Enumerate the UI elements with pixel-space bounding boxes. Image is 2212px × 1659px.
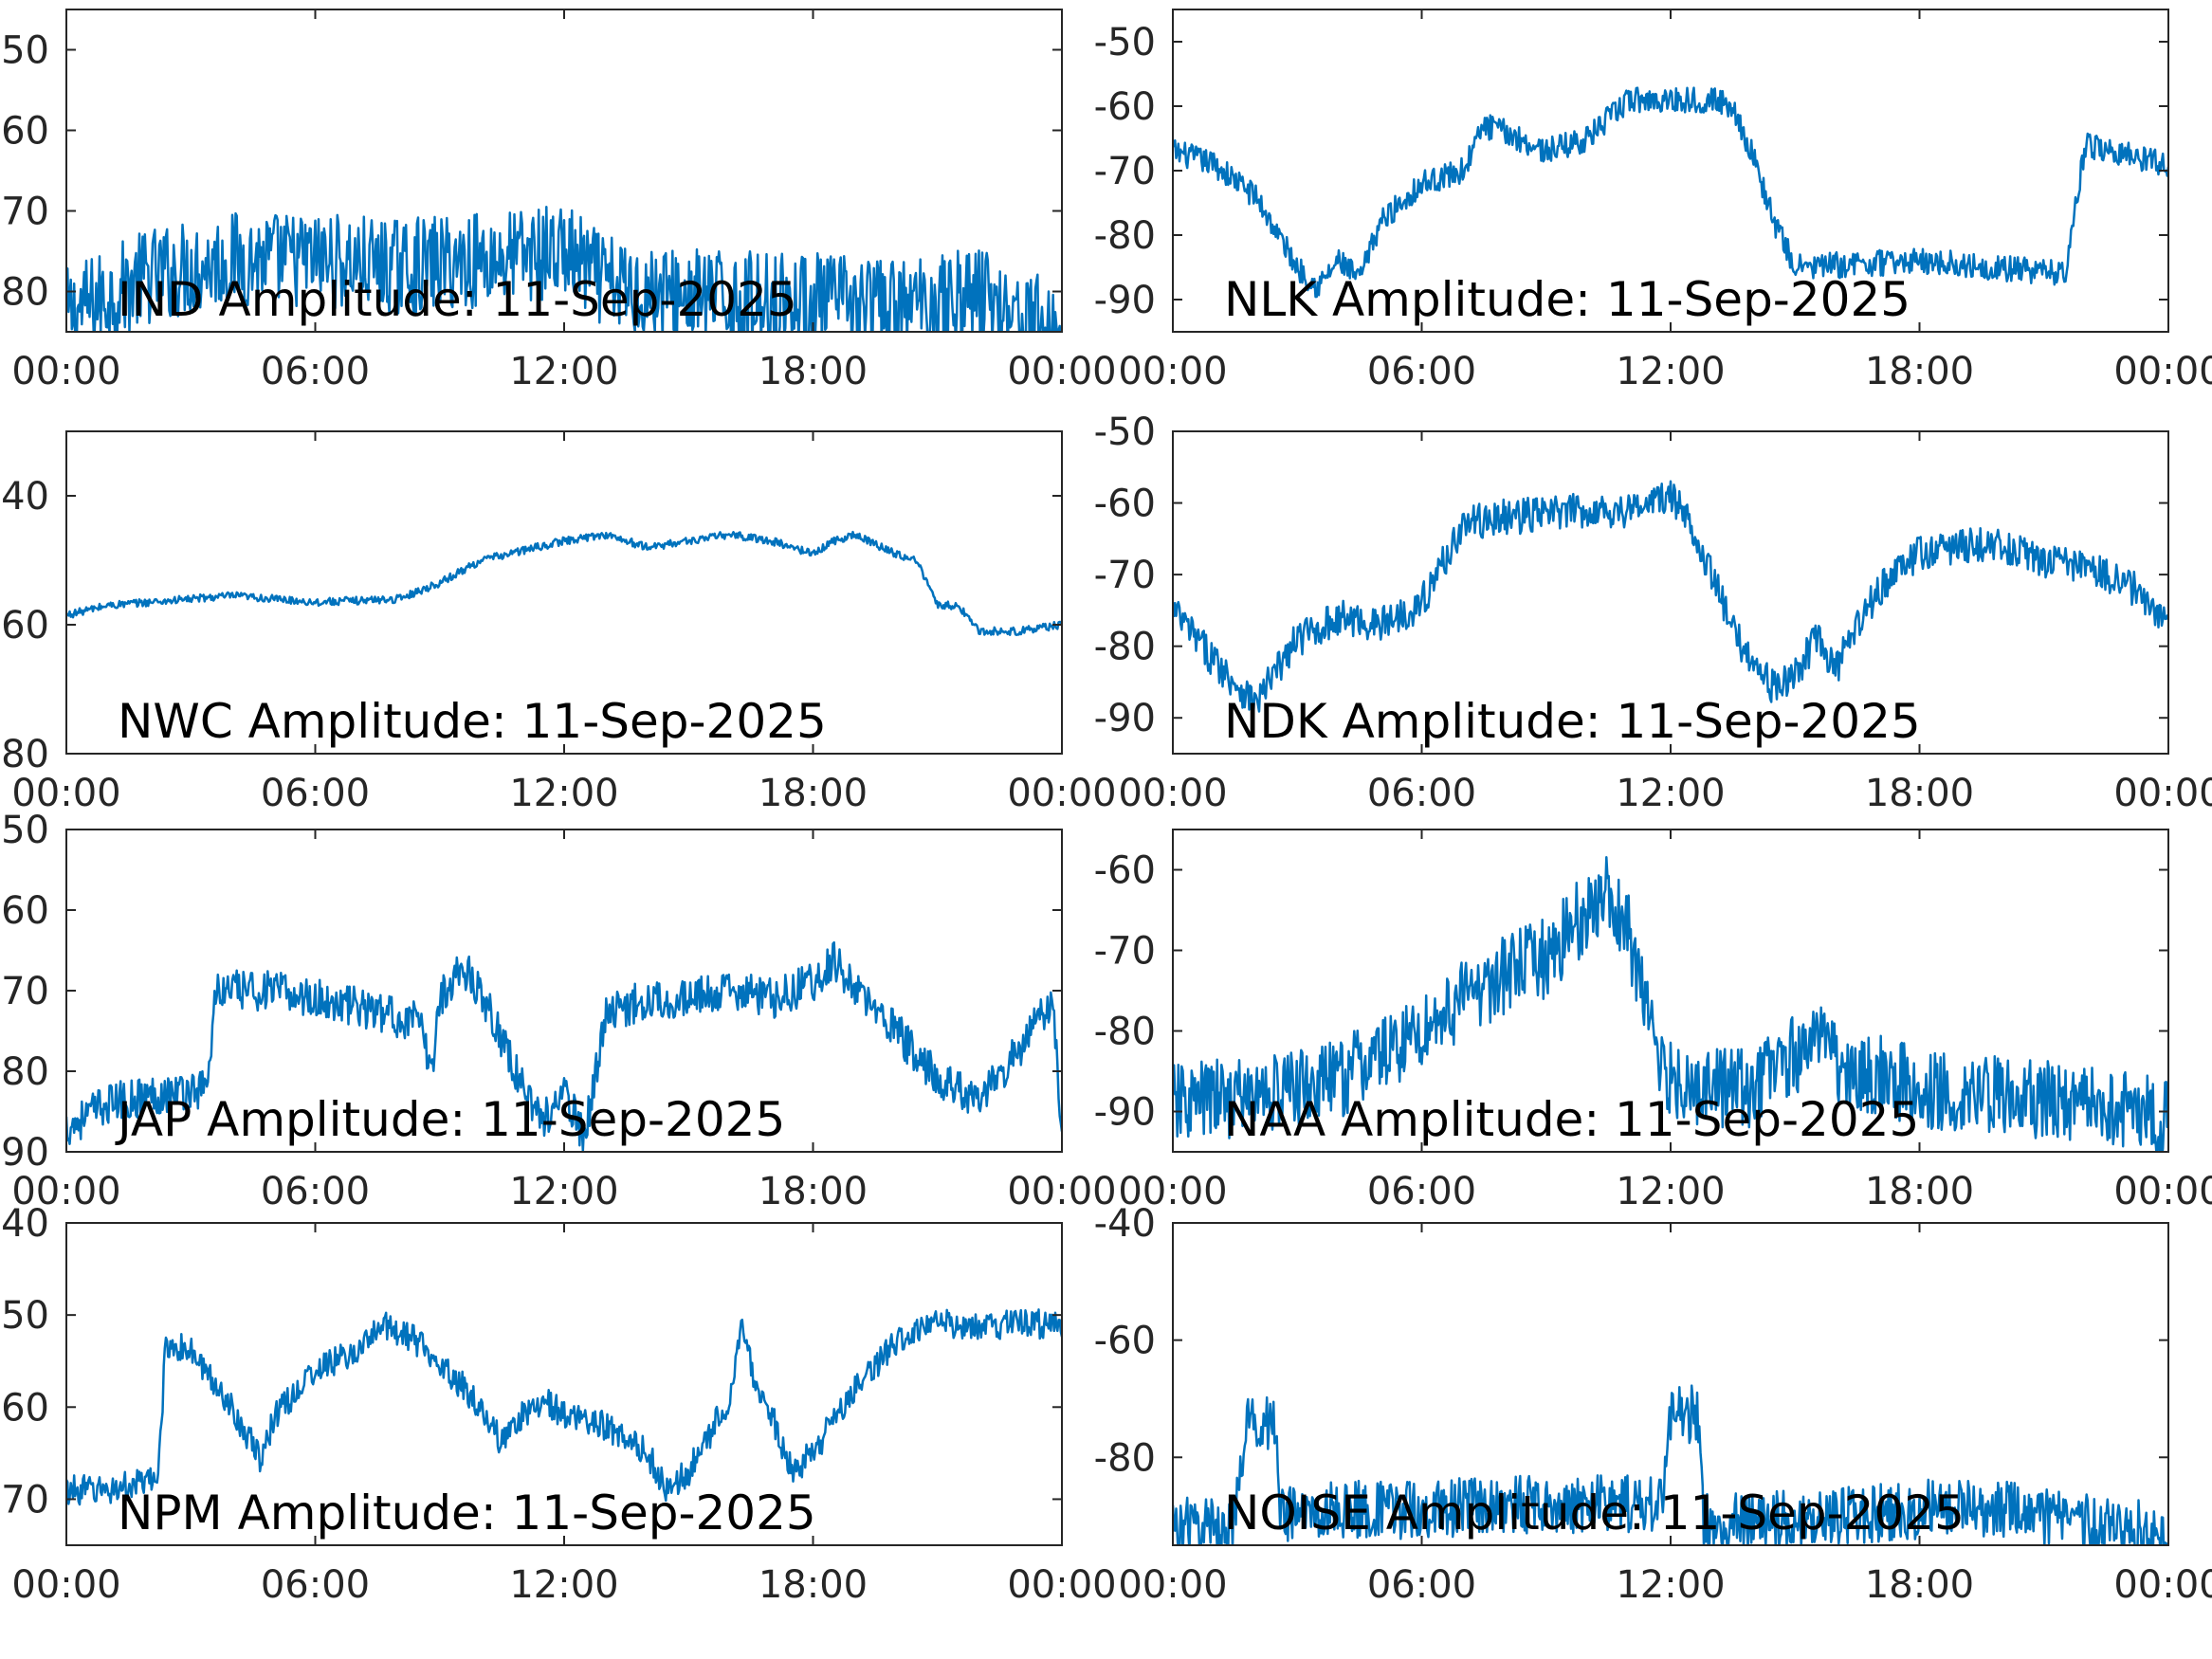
x-tick-label: 18:00: [1865, 1170, 1974, 1213]
x-tick-label: 06:00: [1367, 772, 1476, 815]
panel-title: NOISE Amplitude: 11-Sep-2025: [1224, 1486, 1965, 1540]
x-tick-label: 12:00: [509, 772, 618, 815]
x-tick-label: 00:00: [11, 350, 120, 393]
x-tick-label: 00:00: [1007, 772, 1116, 815]
x-tick-label: 18:00: [759, 1563, 868, 1607]
y-tick-label: 50: [1, 1294, 49, 1338]
y-tick-label: -90: [1094, 1091, 1156, 1135]
y-tick-label: -70: [1094, 554, 1156, 597]
y-tick-label: 90: [1, 1131, 49, 1175]
y-tick-label: 60: [1, 889, 49, 933]
series-line: [1173, 1384, 2168, 1545]
y-tick-label: 70: [1, 191, 49, 234]
y-tick-label: -60: [1094, 1320, 1156, 1363]
y-tick-label: -80: [1094, 1436, 1156, 1480]
y-tick-label: -80: [1094, 626, 1156, 669]
series-line: [1173, 856, 2168, 1152]
y-tick-label: 70: [1, 970, 49, 1013]
x-tick-label: 00:00: [1118, 1563, 1227, 1607]
panel-7: 00:00 06:00 12:00 18:00 00:00 40 50 60 70 NPM Amp…: [1, 1202, 1117, 1607]
x-tick-label: 12:00: [509, 350, 618, 393]
panel-title: NWC Amplitude: 11-Sep-2025: [118, 694, 827, 749]
y-tick-label: 50: [1, 809, 49, 852]
x-tick-label: 00:00: [1118, 1170, 1227, 1213]
x-tick-label: 00:00: [1007, 350, 1116, 393]
panel-title: NLK Amplitude: 11-Sep-2025: [1224, 272, 1910, 327]
y-tick-label: -60: [1094, 483, 1156, 526]
panel-title: IND Amplitude: 11-Sep-2025: [118, 272, 797, 327]
panel-6: 00:00 06:00 12:00 18:00 00:00 -60 -70 -80 -90 NAA…: [1094, 829, 2212, 1213]
x-tick-label: 18:00: [759, 772, 868, 815]
y-tick-label: 50: [1, 29, 49, 73]
panel-title: JAP Amplitude: 11-Sep-2025: [115, 1092, 785, 1147]
y-tick-label: 40: [1, 1202, 49, 1246]
y-tick-label: -80: [1094, 214, 1156, 258]
x-tick-label: 06:00: [261, 772, 370, 815]
y-tick-label: -40: [1094, 1202, 1156, 1246]
series-line: [66, 940, 1062, 1152]
y-tick-label: 80: [1, 733, 49, 776]
series-line: [66, 1308, 1062, 1506]
series-line: [66, 530, 1062, 637]
panel-title: NPM Amplitude: 11-Sep-2025: [118, 1486, 816, 1540]
x-tick-label: 06:00: [1367, 1170, 1476, 1213]
x-tick-label: 00:00: [1007, 1170, 1116, 1213]
y-tick-label: -70: [1094, 930, 1156, 974]
y-tick-label: 60: [1, 110, 49, 154]
x-tick-label: 00:00: [2113, 1170, 2212, 1213]
x-tick-label: 00:00: [2113, 350, 2212, 393]
x-tick-label: 00:00: [11, 1563, 120, 1607]
y-tick-label: -50: [1094, 21, 1156, 64]
x-tick-label: 06:00: [1367, 1563, 1476, 1607]
panel-title: NDK Amplitude: 11-Sep-2025: [1224, 694, 1921, 749]
y-tick-label: -70: [1094, 150, 1156, 193]
x-tick-label: 18:00: [759, 350, 868, 393]
panel-2: 00:00 06:00 12:00 18:00 00:00 -50 -60 -70 -80 -90…: [1094, 9, 2212, 393]
x-tick-label: 18:00: [759, 1170, 868, 1213]
x-tick-label: 00:00: [1007, 1563, 1116, 1607]
x-tick-label: 12:00: [509, 1170, 618, 1213]
x-tick-label: 00:00: [11, 772, 120, 815]
panel-8: 00:00 06:00 12:00 18:00 00:00 -40 -60 -80 NOISE …: [1094, 1202, 2212, 1607]
x-tick-label: 12:00: [1616, 1563, 1725, 1607]
x-tick-label: 06:00: [261, 350, 370, 393]
x-tick-label: 00:00: [1118, 772, 1227, 815]
x-tick-label: 18:00: [1865, 1563, 1974, 1607]
y-tick-label: -90: [1094, 697, 1156, 740]
panel-5: 00:00 06:00 12:00 18:00 00:00 50 60 70 80 90 JAP A…: [1, 809, 1117, 1213]
x-tick-label: 00:00: [2113, 1563, 2212, 1607]
x-tick-label: 00:00: [1118, 350, 1227, 393]
panel-1: 00:00 06:00 12:00 18:00 00:00 50 60 70 80 IND Amp…: [1, 9, 1117, 393]
y-tick-label: 60: [1, 1386, 49, 1430]
series-line: [1173, 86, 2168, 299]
x-tick-label: 12:00: [1616, 350, 1725, 393]
x-tick-label: 18:00: [1865, 772, 1974, 815]
x-tick-label: 12:00: [1616, 1170, 1725, 1213]
panel-3: 00:00 06:00 12:00 18:00 00:00 40 60 80 NWC Ampli…: [1, 430, 1117, 815]
x-tick-label: 12:00: [509, 1563, 618, 1607]
x-tick-label: 00:00: [11, 1170, 120, 1213]
panel-title: NAA Amplitude: 11-Sep-2025: [1224, 1092, 1919, 1147]
x-tick-label: 18:00: [1865, 350, 1974, 393]
y-tick-label: 60: [1, 604, 49, 647]
y-tick-label: -50: [1094, 410, 1156, 454]
x-tick-label: 06:00: [261, 1563, 370, 1607]
y-tick-label: -60: [1094, 849, 1156, 893]
y-tick-label: -60: [1094, 85, 1156, 129]
series-line: [1173, 480, 2168, 713]
x-tick-label: 06:00: [1367, 350, 1476, 393]
y-tick-label: 80: [1, 1050, 49, 1094]
y-tick-label: -80: [1094, 1011, 1156, 1054]
y-tick-label: 70: [1, 1478, 49, 1522]
y-tick-label: 40: [1, 475, 49, 519]
panel-4: 00:00 06:00 12:00 18:00 00:00 -50 -60 -70 -80 -90…: [1094, 410, 2212, 815]
y-tick-label: -90: [1094, 279, 1156, 322]
x-tick-label: 12:00: [1616, 772, 1725, 815]
series-line: [66, 206, 1062, 332]
x-tick-label: 00:00: [2113, 772, 2212, 815]
x-tick-label: 06:00: [261, 1170, 370, 1213]
y-tick-label: 80: [1, 271, 49, 315]
